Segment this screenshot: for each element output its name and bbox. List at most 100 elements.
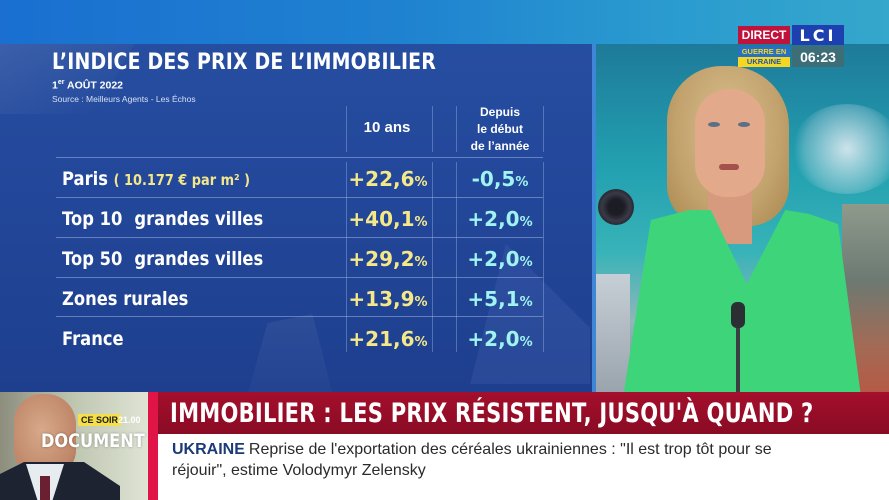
row-label-text: Top 50	[62, 248, 123, 270]
value-number: +21,6	[348, 327, 415, 351]
value-year-to-date: +2,0%	[456, 327, 544, 351]
paris-price-note: ( 10.177 € par m² )	[113, 171, 251, 189]
value-year-to-date: +2,0%	[456, 207, 544, 231]
column-header-year-to-date: Depuis le début de l’année	[456, 104, 544, 155]
panel-date: 1er AOÛT 2022	[52, 79, 123, 92]
row-label: Zones rurales	[62, 288, 188, 310]
value-number: +40,1	[348, 207, 415, 231]
percent-sign: %	[414, 335, 428, 350]
percent-sign: %	[519, 255, 533, 270]
table-row-france: France +21,6% +2,0%	[62, 321, 552, 359]
presenter-eye	[708, 122, 720, 127]
table-row-top50: Top 50 grandes villes +29,2% +2,0%	[62, 241, 552, 279]
column-header-line: de l’année	[470, 139, 530, 153]
date-month-year: AOÛT 2022	[64, 79, 124, 92]
studio-desk	[596, 274, 630, 392]
program-promo: CE SOIR 21.00 DOCUMENT	[0, 392, 148, 500]
grid-vline	[543, 106, 544, 152]
ticker-text: Reprise de l'exportation des céréales uk…	[172, 441, 772, 479]
presenter-face	[695, 89, 765, 197]
grid-vline	[456, 162, 457, 352]
panel-source: Source : Meilleurs Agents - Les Échos	[52, 94, 196, 104]
presenter-eye	[738, 122, 750, 127]
promo-time: 21.00	[118, 415, 141, 425]
row-label: Top 10 grandes villes	[62, 208, 263, 230]
promo-separator	[148, 392, 158, 500]
grid-hline	[56, 237, 543, 238]
row-label-subtext: grandes villes	[134, 208, 264, 230]
percent-sign: %	[515, 175, 529, 190]
row-label: France	[62, 328, 124, 350]
value-number: +29,2	[348, 247, 415, 271]
topic-badge-line1: GUERRE EN	[738, 46, 790, 57]
column-header-line: le début	[476, 122, 523, 136]
row-label-text: Zones rurales	[62, 288, 189, 310]
panel-title: L’INDICE DES PRIX DE L’IMMOBILIER	[52, 50, 437, 75]
percent-sign: %	[414, 215, 428, 230]
price-index-panel: L’INDICE DES PRIX DE L’IMMOBILIER 1er AO…	[0, 44, 592, 392]
date-suffix: er	[57, 79, 65, 86]
news-ticker: UKRAINE Reprise de l'exportation des céré…	[158, 434, 889, 500]
microphone-stem	[736, 314, 740, 392]
promo-tag: CE SOIR	[78, 414, 122, 426]
row-label-text: Top 10	[62, 208, 123, 230]
row-label-text: Paris	[62, 168, 108, 190]
percent-sign: %	[414, 255, 428, 270]
grid-hline	[56, 316, 543, 317]
panel-divider	[592, 44, 596, 392]
value-10-years: +22,6%	[346, 167, 430, 191]
backdrop-cloud	[792, 104, 889, 194]
value-number: +5,1	[467, 287, 520, 311]
value-year-to-date: -0,5%	[456, 167, 544, 191]
table-row-paris: Paris ( 10.177 € par m² ) +22,6% -0,5%	[62, 161, 552, 199]
value-number: +2,0	[467, 207, 520, 231]
table-row-rural: Zones rurales +13,9% +5,1%	[62, 281, 552, 319]
date-day: 1	[52, 79, 58, 92]
grid-hline	[56, 157, 543, 158]
value-year-to-date: +2,0%	[456, 247, 544, 271]
percent-sign: %	[519, 215, 533, 230]
value-10-years: +29,2%	[346, 247, 430, 271]
grid-vline	[456, 106, 457, 152]
ticker-content: UKRAINE Reprise de l'exportation des céré…	[172, 439, 812, 481]
value-10-years: +40,1%	[346, 207, 430, 231]
percent-sign: %	[519, 335, 533, 350]
percent-sign: %	[414, 295, 428, 310]
live-badge: DIRECT	[738, 26, 790, 44]
value-number: +13,9	[348, 287, 415, 311]
grid-vline	[346, 162, 347, 352]
ticker-tag: UKRAINE	[172, 441, 245, 458]
row-label: Top 50 grandes villes	[62, 248, 263, 270]
grid-vline	[432, 106, 433, 152]
clock: 06:23	[792, 46, 844, 67]
presenter-mouth	[719, 164, 739, 170]
promo-person-tie	[40, 476, 50, 500]
grid-vline	[346, 106, 347, 152]
value-number: +2,0	[467, 247, 520, 271]
percent-sign: %	[519, 295, 533, 310]
row-label-subtext: grandes villes	[134, 248, 264, 270]
value-number: +2,0	[467, 327, 520, 351]
column-header-line: Depuis	[479, 105, 520, 119]
value-10-years: +21,6%	[346, 327, 430, 351]
microphone-icon	[731, 302, 745, 328]
table-row-top10: Top 10 grandes villes +40,1% +2,0%	[62, 201, 552, 239]
value-10-years: +13,9%	[346, 287, 430, 311]
value-number: +22,6	[348, 167, 415, 191]
studio-video-feed	[592, 44, 889, 392]
headline-text: IMMOBILIER : LES PRIX RÉSISTENT, JUSQU'À…	[170, 397, 814, 429]
row-label: Paris ( 10.177 € par m² )	[62, 168, 250, 190]
value-number: -0,5	[471, 167, 516, 191]
percent-sign: %	[414, 175, 428, 190]
value-year-to-date: +5,1%	[456, 287, 544, 311]
grid-hline	[56, 197, 543, 198]
promo-title: DOCUMENT	[41, 430, 145, 452]
column-header-10-years: 10 ans	[363, 119, 411, 136]
row-label-text: France	[62, 328, 124, 350]
grid-vline	[432, 162, 433, 352]
grid-hline	[56, 277, 543, 278]
camera-icon	[598, 189, 634, 225]
topic-badge: GUERRE EN UKRAINE	[738, 46, 790, 67]
channel-logo: LCI	[792, 25, 844, 45]
topic-badge-line2: UKRAINE	[738, 56, 790, 67]
